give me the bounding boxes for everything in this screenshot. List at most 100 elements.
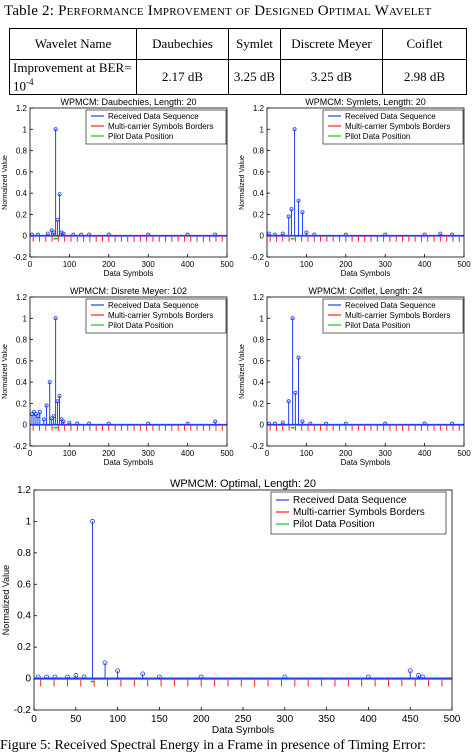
plot-frame bbox=[266, 107, 465, 258]
y-tick-label: 1 bbox=[23, 314, 28, 323]
y-tick-label: 0.6 bbox=[253, 168, 265, 177]
data-point bbox=[213, 232, 218, 237]
y-axis-label: Normalized Value bbox=[239, 344, 246, 399]
chart-title: WPMCM: Daubechies, Length: 20 bbox=[60, 97, 196, 107]
chart-title: WPMCM: Optimal, Length: 20 bbox=[170, 478, 316, 490]
data-point bbox=[87, 232, 92, 237]
data-point bbox=[308, 421, 313, 426]
data-point bbox=[343, 421, 348, 426]
data-point bbox=[59, 230, 64, 235]
y-tick-label: 0.6 bbox=[16, 168, 28, 177]
data-point bbox=[450, 232, 455, 237]
x-tick-label: 400 bbox=[418, 449, 432, 458]
data-point bbox=[146, 232, 151, 237]
data-point bbox=[296, 355, 301, 360]
data-point bbox=[73, 673, 79, 678]
plot-frame bbox=[266, 296, 465, 447]
y-tick-label: 0.8 bbox=[16, 147, 28, 156]
chart-title: WPMCM: Disrete Meyer: 102 bbox=[70, 286, 187, 296]
data-point bbox=[44, 403, 49, 408]
plot-frame bbox=[29, 296, 228, 447]
x-tick-label: 400 bbox=[181, 260, 195, 269]
y-tick-label: 0.8 bbox=[17, 548, 31, 559]
y-tick-label: -0.2 bbox=[13, 253, 27, 262]
data-point bbox=[383, 232, 388, 237]
data-point bbox=[52, 674, 58, 680]
legend-entry: Pilot Data Position bbox=[108, 132, 173, 141]
chart-coiflet: WPMCM: Coiflet, Length: 24 -0.2 0 0.2 0.4 0.6… bbox=[237, 285, 474, 470]
x-tick-label: 200 bbox=[102, 449, 116, 458]
chart-discrete-meyer: WPMCM: Disrete Meyer: 102 -0.2 0 0.2 0.4 0.6 0… bbox=[0, 285, 237, 470]
x-tick-label: 300 bbox=[379, 260, 393, 269]
y-axis-label: Normalized Value bbox=[2, 344, 9, 399]
data-point bbox=[293, 390, 298, 395]
chart-daubechies: WPMCM: Daubechies, Length: 20 -0.2 0 0.2 0.4… bbox=[0, 96, 237, 281]
data-point bbox=[420, 674, 426, 680]
x-tick-label: 250 bbox=[235, 714, 252, 725]
x-tick-label: 0 bbox=[265, 449, 270, 458]
data-point bbox=[115, 668, 120, 674]
data-point bbox=[87, 421, 92, 426]
table-caption: Table 2: Performance Improvement of Desi… bbox=[4, 3, 470, 20]
legend-entry: Multi-carrier Symbols Borders bbox=[345, 311, 450, 320]
x-tick-label: 0 bbox=[28, 260, 33, 269]
table-caption-prefix: Table 2: bbox=[4, 3, 55, 19]
legend-box bbox=[322, 109, 464, 145]
x-tick-label: 300 bbox=[142, 260, 156, 269]
table-header-row: Wavelet Name Daubechies Symlet Discrete … bbox=[9, 28, 467, 60]
data-point bbox=[47, 380, 52, 385]
y-tick-label: 1 bbox=[23, 125, 28, 134]
x-tick-label: 200 bbox=[339, 260, 353, 269]
y-tick-label: 0 bbox=[260, 232, 265, 241]
data-point bbox=[300, 419, 305, 424]
y-tick-label: 1.2 bbox=[16, 104, 28, 113]
y-tick-label: 0.4 bbox=[253, 378, 265, 387]
data-point bbox=[280, 231, 285, 236]
data-point bbox=[290, 316, 295, 321]
data-point bbox=[90, 519, 95, 524]
y-axis-label: Normalized Value bbox=[239, 155, 246, 210]
y-tick-label: 0.2 bbox=[16, 399, 28, 408]
data-point bbox=[282, 674, 288, 680]
y-axis-label: Normalized Value bbox=[1, 565, 11, 635]
data-point bbox=[37, 409, 42, 414]
x-tick-label: 450 bbox=[402, 714, 419, 725]
data-point bbox=[65, 674, 70, 680]
data-point bbox=[53, 127, 58, 132]
data-point bbox=[81, 674, 87, 680]
legend-box bbox=[85, 298, 227, 334]
data-point bbox=[49, 228, 54, 233]
x-tick-label: 0 bbox=[28, 449, 33, 458]
y-tick-label: 1 bbox=[260, 125, 265, 134]
legend-entry: Multi-carrier Symbols Borders bbox=[108, 311, 213, 320]
x-tick-label: 100 bbox=[300, 449, 314, 458]
y-tick-label: 0.2 bbox=[253, 210, 265, 219]
data-point bbox=[312, 232, 317, 237]
legend-entry: Received Data Sequence bbox=[345, 112, 436, 121]
y-tick-label: -0.2 bbox=[250, 442, 264, 451]
x-tick-label: 400 bbox=[360, 714, 377, 725]
table-cell: 3.25 dB bbox=[280, 58, 383, 96]
data-point bbox=[324, 421, 329, 426]
data-point bbox=[71, 232, 76, 237]
y-tick-label: 0.6 bbox=[17, 579, 31, 590]
y-tick-label: 0 bbox=[25, 674, 31, 685]
y-tick-label: 0.6 bbox=[253, 357, 265, 366]
data-point bbox=[450, 421, 455, 426]
legend-entry: Multi-carrier Symbols Borders bbox=[293, 507, 425, 518]
x-axis-label: Data Symbols bbox=[341, 269, 391, 278]
data-point bbox=[300, 210, 305, 215]
x-axis-label: Data Symbols bbox=[212, 725, 274, 736]
x-tick-label: 300 bbox=[142, 449, 156, 458]
data-point bbox=[185, 421, 190, 426]
data-point bbox=[61, 419, 66, 424]
data-point bbox=[286, 399, 291, 404]
data-point bbox=[383, 421, 388, 426]
x-tick-label: 500 bbox=[457, 449, 471, 458]
x-tick-label: 0 bbox=[265, 260, 270, 269]
y-tick-label: 0.6 bbox=[16, 357, 28, 366]
data-point bbox=[35, 232, 40, 237]
data-point bbox=[272, 421, 277, 426]
table-header-cell: Discrete Meyer bbox=[280, 28, 383, 60]
data-point bbox=[59, 417, 64, 422]
